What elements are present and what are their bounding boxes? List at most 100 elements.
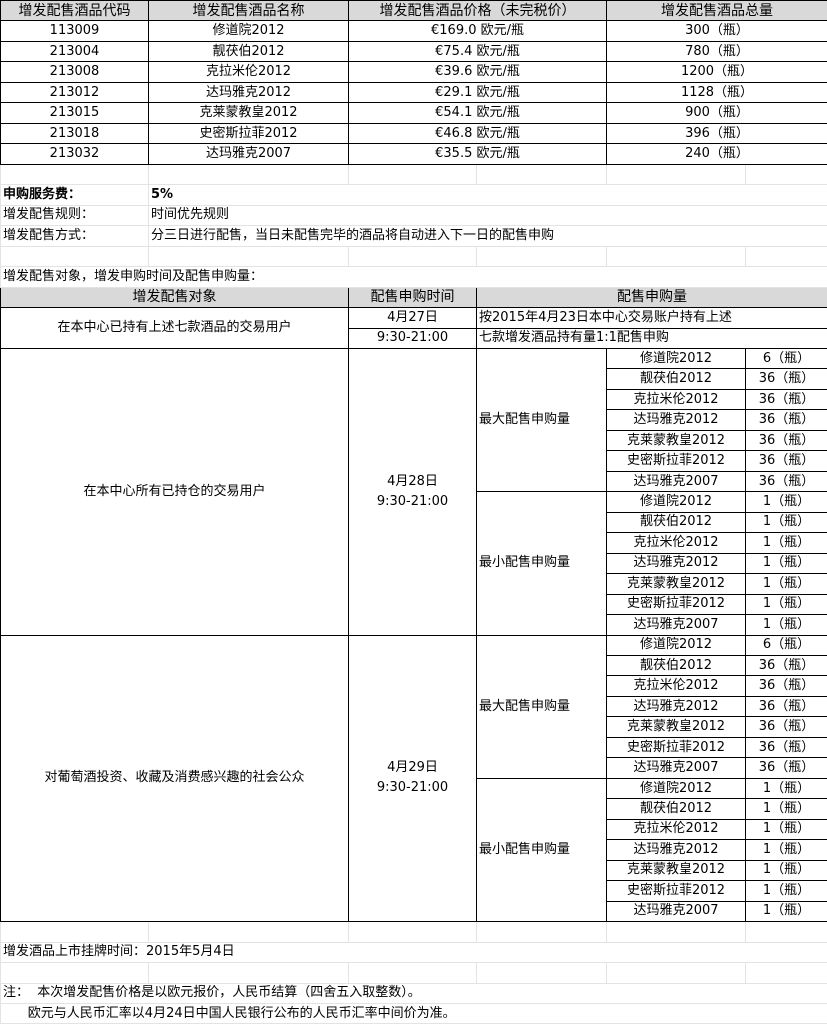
allocation-date[interactable]: 4月27日 <box>348 307 477 329</box>
wine-qty[interactable]: 36（瓶） <box>745 429 827 452</box>
wine-qty[interactable]: 6（瓶） <box>745 347 827 370</box>
note-line[interactable]: 注： 本次增发配售价格是以欧元报价，人民币结算（四舍五入取整数）。 <box>0 982 827 1004</box>
empty-cell[interactable] <box>745 245 827 268</box>
wine-name[interactable]: 克莱蒙教皇2012 <box>606 429 746 452</box>
product-code[interactable]: 213015 <box>0 102 149 124</box>
empty-cell[interactable] <box>606 962 746 984</box>
header-time[interactable]: 配售申购时间 <box>348 286 477 309</box>
max-qty-label[interactable]: 最大配售申购量 <box>476 634 607 779</box>
wine-qty[interactable]: 36（瓶） <box>745 470 827 493</box>
allocation-time[interactable]: 4月29日 9:30-21:00 <box>348 634 477 923</box>
empty-cell[interactable] <box>745 163 827 186</box>
product-price[interactable]: €29.1 欧元/瓶 <box>348 81 607 104</box>
wine-qty[interactable]: 1（瓶） <box>745 573 827 595</box>
section-title[interactable]: 增发配售对象，增发申购时间及配售申购量： <box>0 266 827 288</box>
wine-qty[interactable]: 1（瓶） <box>745 859 827 882</box>
wine-qty[interactable]: 36（瓶） <box>745 654 827 677</box>
empty-cell[interactable] <box>348 962 477 984</box>
wine-qty[interactable]: 1（瓶） <box>745 593 827 616</box>
wine-qty[interactable]: 6（瓶） <box>745 634 827 657</box>
allocation-time[interactable]: 9:30-21:00 <box>348 327 477 349</box>
wine-name[interactable]: 达玛雅克2007 <box>606 614 746 636</box>
wine-name[interactable]: 达玛雅克2007 <box>606 470 746 493</box>
product-price[interactable]: €46.8 欧元/瓶 <box>348 122 607 145</box>
wine-name[interactable]: 克拉米伦2012 <box>606 818 746 841</box>
product-total[interactable]: 1128（瓶） <box>606 81 827 104</box>
min-qty-label[interactable]: 最小配售申购量 <box>476 491 607 636</box>
product-code[interactable]: 213018 <box>0 122 149 145</box>
max-qty-label[interactable]: 最大配售申购量 <box>476 347 607 493</box>
product-code[interactable]: 113009 <box>0 20 149 42</box>
product-price[interactable]: €35.5 欧元/瓶 <box>348 143 607 165</box>
wine-name[interactable]: 克拉米伦2012 <box>606 532 746 554</box>
product-name[interactable]: 克拉米伦2012 <box>148 61 349 83</box>
wine-name[interactable]: 靓茯伯2012 <box>606 798 746 820</box>
product-total[interactable]: 396（瓶） <box>606 122 827 145</box>
product-total[interactable]: 300（瓶） <box>606 20 827 42</box>
product-code[interactable]: 213008 <box>0 61 149 83</box>
wine-name[interactable]: 克莱蒙教皇2012 <box>606 716 746 738</box>
product-price[interactable]: €54.1 欧元/瓶 <box>348 102 607 124</box>
empty-cell[interactable] <box>348 245 477 268</box>
empty-cell[interactable] <box>0 921 149 943</box>
wine-name[interactable]: 靓茯伯2012 <box>606 368 746 390</box>
header-price[interactable]: 增发配售酒品价格（未完税价） <box>348 0 607 22</box>
empty-cell[interactable] <box>148 163 349 186</box>
product-name[interactable]: 克莱蒙教皇2012 <box>148 102 349 124</box>
product-code[interactable]: 213004 <box>0 40 149 63</box>
wine-qty[interactable]: 1（瓶） <box>745 900 827 923</box>
wine-name[interactable]: 达玛雅克2007 <box>606 757 746 779</box>
header-total[interactable]: 增发配售酒品总量 <box>606 0 827 22</box>
wine-name[interactable]: 修道院2012 <box>606 347 746 370</box>
wine-name[interactable]: 史密斯拉菲2012 <box>606 450 746 472</box>
empty-cell[interactable] <box>148 245 349 268</box>
wine-name[interactable]: 史密斯拉菲2012 <box>606 736 746 759</box>
empty-cell[interactable] <box>476 962 607 984</box>
min-qty-label[interactable]: 最小配售申购量 <box>476 777 607 923</box>
wine-name[interactable]: 修道院2012 <box>606 777 746 800</box>
wine-name[interactable]: 史密斯拉菲2012 <box>606 880 746 902</box>
wine-name[interactable]: 靓茯伯2012 <box>606 511 746 534</box>
wine-qty[interactable]: 36（瓶） <box>745 695 827 718</box>
wine-qty[interactable]: 36（瓶） <box>745 675 827 697</box>
product-name[interactable]: 靓茯伯2012 <box>148 40 349 63</box>
note-line[interactable]: 欧元与人民币汇率以4月24日中国人民银行公布的人民币汇率中间价为准。 <box>0 1002 827 1024</box>
allocation-time[interactable]: 4月28日 9:30-21:00 <box>348 347 477 636</box>
product-name[interactable]: 达玛雅克2007 <box>148 143 349 165</box>
empty-cell[interactable] <box>476 163 607 186</box>
allocation-qty-rule[interactable]: 七款增发酒品持有量1:1配售申购 <box>476 327 827 349</box>
product-name[interactable]: 修道院2012 <box>148 20 349 42</box>
rule-label[interactable]: 增发配售规则： <box>0 204 149 227</box>
empty-cell[interactable] <box>606 163 746 186</box>
listing-date[interactable]: 增发酒品上市挂牌时间：2015年5月4日 <box>0 941 827 964</box>
header-qty[interactable]: 配售申购量 <box>476 286 827 309</box>
wine-qty[interactable]: 36（瓶） <box>745 450 827 472</box>
product-price[interactable]: €169.0 欧元/瓶 <box>348 20 607 42</box>
wine-name[interactable]: 达玛雅克2007 <box>606 900 746 923</box>
empty-cell[interactable] <box>476 921 607 943</box>
wine-qty[interactable]: 1（瓶） <box>745 798 827 820</box>
wine-qty[interactable]: 36（瓶） <box>745 757 827 779</box>
wine-qty[interactable]: 1（瓶） <box>745 777 827 800</box>
product-total[interactable]: 780（瓶） <box>606 40 827 63</box>
wine-name[interactable]: 克拉米伦2012 <box>606 675 746 697</box>
empty-cell[interactable] <box>348 163 477 186</box>
empty-cell[interactable] <box>148 962 349 984</box>
empty-cell[interactable] <box>745 962 827 984</box>
wine-name[interactable]: 达玛雅克2012 <box>606 409 746 431</box>
method-label[interactable]: 增发配售方式： <box>0 225 149 247</box>
wine-name[interactable]: 修道院2012 <box>606 634 746 657</box>
wine-qty[interactable]: 36（瓶） <box>745 409 827 431</box>
allocation-target[interactable]: 在本中心已持有上述七款酒品的交易用户 <box>0 307 349 349</box>
empty-cell[interactable] <box>0 962 149 984</box>
wine-name[interactable]: 克莱蒙教皇2012 <box>606 859 746 882</box>
wine-qty[interactable]: 1（瓶） <box>745 552 827 575</box>
allocation-target[interactable]: 在本中心所有已持仓的交易用户 <box>0 347 349 636</box>
wine-qty[interactable]: 36（瓶） <box>745 368 827 390</box>
product-price[interactable]: €39.6 欧元/瓶 <box>348 61 607 83</box>
wine-name[interactable]: 克拉米伦2012 <box>606 388 746 411</box>
wine-qty[interactable]: 1（瓶） <box>745 491 827 513</box>
allocation-target[interactable]: 对葡萄酒投资、收藏及消费感兴趣的社会公众 <box>0 634 349 923</box>
rule-value[interactable]: 时间优先规则 <box>148 204 827 227</box>
wine-qty[interactable]: 36（瓶） <box>745 388 827 411</box>
